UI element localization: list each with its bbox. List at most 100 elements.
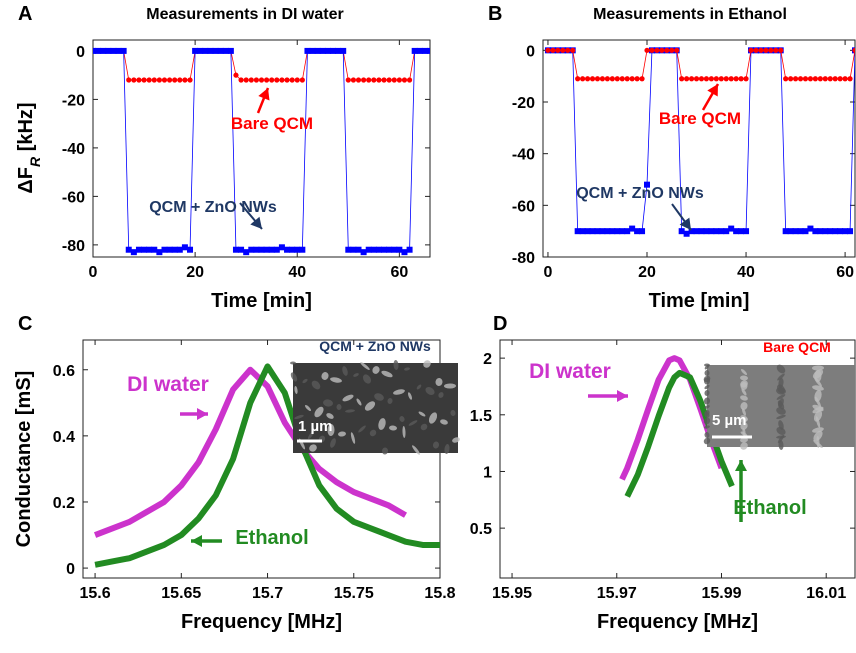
data-point xyxy=(299,77,305,83)
inset-texture xyxy=(812,365,824,371)
inset-texture xyxy=(381,370,393,378)
data-point xyxy=(253,77,259,83)
data-point xyxy=(120,47,127,54)
data-point xyxy=(718,76,724,82)
annotation: DI water xyxy=(529,360,611,383)
data-point xyxy=(100,47,107,54)
data-point xyxy=(243,249,250,256)
y-tick-label: 0.6 xyxy=(53,363,75,380)
data-point xyxy=(683,230,690,237)
y-tick-label: -80 xyxy=(62,238,85,255)
data-point xyxy=(565,47,571,53)
data-point xyxy=(609,228,616,235)
data-point xyxy=(758,47,764,53)
inset-texture xyxy=(740,442,748,450)
data-point xyxy=(182,77,188,83)
data-point xyxy=(822,228,829,235)
inset-texture xyxy=(814,370,822,382)
data-point xyxy=(146,77,152,83)
data-point xyxy=(594,228,601,235)
inset-texture xyxy=(374,393,384,401)
inset-texture xyxy=(408,420,418,426)
data-point xyxy=(604,228,611,235)
data-point xyxy=(125,246,132,253)
data-point xyxy=(217,47,224,54)
data-point xyxy=(827,76,833,82)
data-point xyxy=(131,77,137,83)
data-point xyxy=(207,47,214,54)
inset-texture xyxy=(358,425,366,433)
inset-texture xyxy=(740,395,748,401)
series-line xyxy=(93,366,408,538)
plot-frame xyxy=(92,39,431,258)
data-point xyxy=(807,76,814,82)
data-point xyxy=(654,47,660,53)
inset-label: Bare QCM xyxy=(763,339,831,355)
data-point xyxy=(416,47,423,54)
data-point xyxy=(728,225,735,232)
data-point xyxy=(212,47,219,54)
data-point xyxy=(708,228,715,235)
data-point xyxy=(837,228,844,235)
inset-texture xyxy=(311,380,321,390)
data-point xyxy=(827,228,834,235)
data-point xyxy=(289,246,296,253)
annotation: Ethanol xyxy=(733,497,806,519)
inset-texture xyxy=(336,404,342,410)
x-tick-label: 15.7 xyxy=(252,585,283,602)
x-tick-label: 15.95 xyxy=(492,585,532,602)
x-tick-label: 20 xyxy=(638,264,656,281)
data-point xyxy=(161,77,168,83)
y-tick-label: -40 xyxy=(512,147,535,164)
data-point xyxy=(817,228,824,235)
inset-texture xyxy=(330,438,336,448)
data-point xyxy=(233,72,239,78)
data-point xyxy=(589,76,596,82)
inset-texture xyxy=(740,437,748,443)
data-point xyxy=(688,76,695,82)
data-point xyxy=(187,246,194,253)
data-point xyxy=(151,77,157,83)
data-point xyxy=(783,76,789,82)
inset-texture xyxy=(444,383,456,389)
data-point xyxy=(110,47,117,54)
inset-texture xyxy=(307,430,315,440)
data-point xyxy=(629,225,636,232)
data-point xyxy=(644,181,650,188)
data-point xyxy=(264,77,270,83)
data-point xyxy=(847,228,854,235)
data-point xyxy=(268,246,275,253)
inset-texture xyxy=(776,414,786,420)
inset-texture xyxy=(450,410,456,416)
data-point xyxy=(192,47,199,54)
x-tick-label: 20 xyxy=(186,264,204,281)
inset-texture xyxy=(812,427,824,433)
inset-texture xyxy=(812,406,824,414)
x-tick-label: 15.8 xyxy=(424,585,455,602)
data-point xyxy=(713,228,720,235)
annotation: QCM + ZnO NWs xyxy=(149,199,277,216)
data-point xyxy=(684,76,690,82)
inset-texture xyxy=(290,372,298,382)
data-point xyxy=(355,77,362,83)
data-point xyxy=(609,76,615,82)
inset-texture xyxy=(309,444,317,452)
inset-texture xyxy=(428,412,438,424)
inset-texture xyxy=(321,372,329,380)
data-point xyxy=(401,249,408,256)
data-point xyxy=(115,47,122,54)
inset-texture xyxy=(356,398,362,406)
inset-texture xyxy=(777,400,785,410)
y-tick-label: 2 xyxy=(483,351,492,368)
data-point xyxy=(847,76,853,82)
plot-frame xyxy=(542,39,856,258)
data-point xyxy=(832,76,838,82)
arrow-head xyxy=(197,408,208,420)
inset-texture xyxy=(452,437,460,443)
inset-texture xyxy=(813,440,823,448)
data-point xyxy=(361,77,367,83)
data-point xyxy=(575,76,581,82)
inset-texture xyxy=(741,408,747,416)
data-point xyxy=(284,77,290,83)
data-point xyxy=(802,76,809,82)
